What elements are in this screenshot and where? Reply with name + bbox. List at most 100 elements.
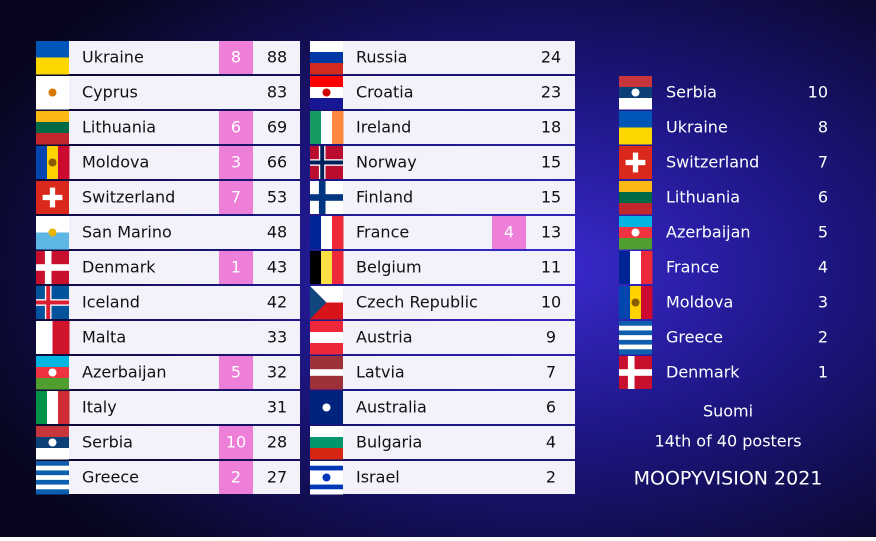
flag-emblem (48, 158, 57, 167)
total: 88 (267, 48, 287, 67)
flag-stripe (310, 321, 343, 333)
total: 32 (267, 363, 287, 382)
flag-stripe (619, 192, 652, 204)
flag-stripe (310, 382, 343, 390)
points: 8 (231, 48, 241, 67)
country: Greece (666, 328, 723, 347)
country: Ukraine (82, 48, 144, 67)
flag (310, 181, 343, 214)
flag-stripe (36, 426, 69, 438)
flag-cross (36, 300, 69, 305)
row (310, 146, 575, 179)
country: Belgium (356, 258, 422, 277)
flag-stripe (310, 362, 343, 370)
points: 8 (818, 118, 828, 137)
flag (310, 111, 344, 144)
flag-stripe (310, 76, 343, 88)
flag (36, 286, 69, 319)
total: 18 (541, 118, 561, 137)
row (310, 76, 575, 109)
country: Austria (356, 328, 413, 347)
flag-stripe (310, 332, 343, 344)
flag-cross (619, 369, 652, 376)
row (36, 391, 300, 424)
flag (310, 146, 343, 179)
points-box (492, 216, 526, 249)
flag (36, 111, 69, 145)
flag-stripe (619, 330, 652, 336)
flag-stripe (36, 470, 69, 476)
flag-stripe (310, 52, 343, 64)
flag-stripe (36, 448, 69, 460)
country: Finland (356, 188, 413, 207)
flag-cross (625, 159, 646, 166)
total: 48 (267, 223, 287, 242)
country: Moldova (82, 153, 149, 172)
flag-stripe (310, 63, 343, 75)
flag-stripe (310, 41, 343, 53)
flag (36, 321, 70, 354)
country: Ireland (356, 118, 411, 137)
row (310, 111, 575, 144)
total: 28 (267, 433, 287, 452)
country: Latvia (356, 363, 405, 382)
total: 11 (541, 258, 561, 277)
country: Czech Republic (356, 293, 478, 312)
flag-stripe (310, 426, 343, 438)
country: Bulgaria (356, 433, 422, 452)
total: 43 (267, 258, 287, 277)
flag-stripe (58, 146, 70, 179)
row (36, 111, 300, 144)
flag (310, 41, 343, 75)
country: Lithuania (82, 118, 156, 137)
flag-emblem (48, 228, 57, 237)
points-box (219, 41, 253, 74)
points-box (219, 356, 253, 389)
flag-stripe (36, 475, 69, 481)
total: 23 (541, 83, 561, 102)
points: 5 (818, 223, 828, 242)
flag-stripe (310, 484, 343, 490)
flag (619, 111, 652, 145)
country: Serbia (82, 433, 133, 452)
flag-stripe (619, 238, 652, 250)
total: 15 (541, 153, 561, 172)
flag-stripe (36, 479, 69, 486)
total: 13 (541, 223, 561, 242)
country: Iceland (82, 293, 140, 312)
flag-stripe (36, 57, 69, 75)
row (36, 321, 300, 354)
flag (619, 76, 652, 110)
country: Croatia (356, 83, 414, 102)
flag (36, 356, 69, 390)
flag-stripe (619, 344, 652, 350)
flag-stripe (58, 391, 70, 424)
flag-stripe (310, 448, 343, 460)
flag-stripe (310, 470, 343, 476)
flag (619, 286, 653, 319)
country: San Marino (82, 223, 172, 242)
points: 3 (231, 153, 241, 172)
flag-stripe (310, 111, 322, 144)
flag-stripe (36, 321, 53, 354)
flag-stripe (310, 489, 343, 495)
flag (36, 181, 69, 214)
points: 1 (818, 363, 828, 382)
flag-stripe (310, 98, 343, 110)
row (36, 41, 300, 74)
points: 4 (504, 223, 514, 242)
points: 7 (818, 153, 828, 172)
country: France (356, 223, 409, 242)
row (310, 321, 575, 354)
flag (619, 216, 652, 250)
flag-stripe (619, 335, 652, 341)
country: Cyprus (82, 83, 138, 102)
flag (310, 286, 343, 320)
flag-stripe (619, 251, 631, 284)
flag-stripe (332, 216, 344, 249)
flag-cross (310, 194, 343, 201)
country: Ukraine (666, 118, 728, 137)
flag-emblem (631, 88, 640, 97)
flag (619, 181, 652, 215)
